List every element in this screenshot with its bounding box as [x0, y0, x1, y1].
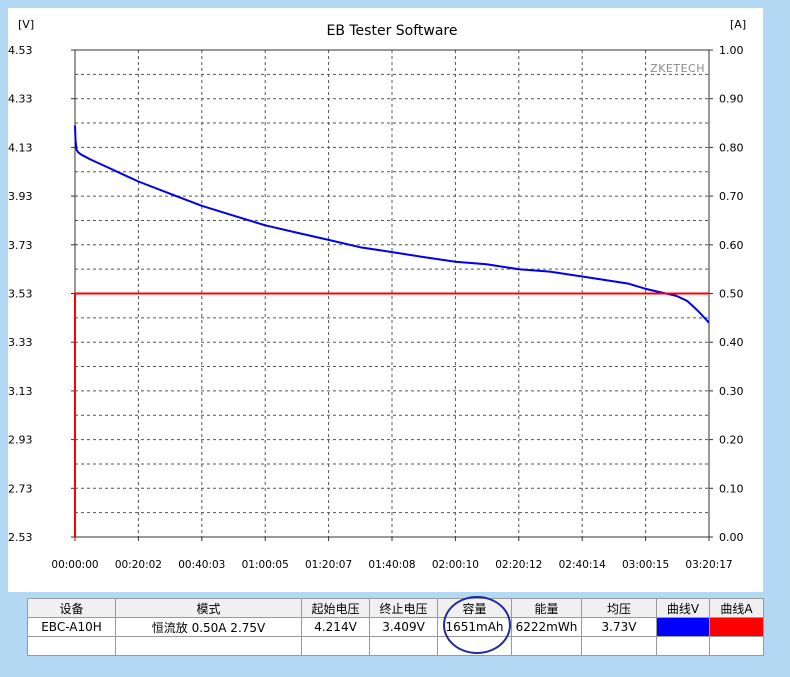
chart-area: EB Tester Software [V] [A] 2.53 2.73 2.93 3.13… [8, 18, 746, 571]
y-right-tick-label: 0.30 [719, 385, 744, 398]
empty-cell [301, 636, 370, 656]
x-tick-label: 02:20:12 [495, 559, 542, 571]
y-left-tick-label: 3.93 [8, 190, 33, 203]
cell-energy: 6222mWh [511, 617, 582, 637]
y-left-tick-label: 3.33 [8, 336, 33, 349]
voltage-series-line [74, 125, 710, 324]
capacity-highlight-circle [443, 596, 511, 654]
cell-curve-v-color[interactable] [656, 617, 710, 637]
table-empty-row [27, 636, 764, 656]
y-right-unit-label: [A] [730, 18, 746, 31]
stats-table: 设备 模式 起始电压 终止电压 容量 能量 均压 曲线V 曲线A EBC-A10… [27, 598, 764, 656]
x-tick-label: 02:40:14 [559, 559, 606, 571]
y-right-tick-label: 0.00 [719, 531, 744, 544]
table-header-row: 设备 模式 起始电压 终止电压 容量 能量 均压 曲线V 曲线A [27, 598, 764, 618]
empty-cell [27, 636, 116, 656]
header-curve-a: 曲线A [709, 598, 764, 618]
y-left-tick-label: 3.73 [8, 239, 33, 252]
y-left-tick-label: 4.33 [8, 93, 33, 106]
x-tick-label: 02:00:10 [432, 559, 479, 571]
x-tick-label: 01:20:07 [305, 559, 352, 571]
y-left-tick-label: 4.53 [8, 44, 33, 57]
y-left-tick-label: 3.13 [8, 385, 33, 398]
current-series-line [74, 292, 709, 537]
y-left-tick-label: 2.93 [8, 434, 33, 447]
y-right-tick-label: 0.70 [719, 190, 744, 203]
stats-table-wrapper: 设备 模式 起始电压 终止电压 容量 能量 均压 曲线V 曲线A EBC-A10… [27, 598, 764, 656]
x-tick-label: 01:40:08 [368, 559, 415, 571]
x-tick-label: 03:20:17 [685, 559, 732, 571]
x-tick-label: 00:20:02 [115, 559, 162, 571]
y-right-tick-label: 0.40 [719, 336, 744, 349]
watermark-label: ZKETECH [650, 62, 705, 75]
y-left-tick-label: 3.53 [8, 288, 33, 301]
cell-device: EBC-A10H [27, 617, 116, 637]
x-tick-label: 01:00:05 [242, 559, 289, 571]
y-left-tick-label: 2.73 [8, 482, 33, 495]
y-right-tick-label: 0.90 [719, 93, 744, 106]
empty-cell [709, 636, 764, 656]
y-left-tick-label: 4.13 [8, 141, 33, 154]
header-start-voltage: 起始电压 [301, 598, 370, 618]
empty-cell [581, 636, 657, 656]
y-right-tick-label: 0.10 [719, 482, 744, 495]
chart-panel: EB Tester Software [V] [A] 2.53 2.73 2.93 3.13… [8, 8, 763, 592]
empty-cell [369, 636, 438, 656]
header-avg-voltage: 均压 [581, 598, 657, 618]
header-device: 设备 [27, 598, 116, 618]
cell-mode: 恒流放 0.50A 2.75V [115, 617, 302, 637]
y-right-tick-label: 0.80 [719, 141, 744, 154]
cell-start-voltage: 4.214V [301, 617, 370, 637]
y-right-tick-label: 0.50 [719, 288, 744, 301]
header-curve-v: 曲线V [656, 598, 710, 618]
x-tick-label: 00:40:03 [178, 559, 225, 571]
chart-title: EB Tester Software [326, 23, 457, 39]
y-right-tick-label: 1.00 [719, 44, 744, 57]
y-right-tick-label: 0.20 [719, 434, 744, 447]
cell-curve-a-color[interactable] [709, 617, 764, 637]
x-tick-label: 00:00:00 [51, 559, 98, 571]
table-row: EBC-A10H 恒流放 0.50A 2.75V 4.214V 3.409V 1… [27, 617, 764, 637]
y-left-unit-label: [V] [18, 18, 34, 31]
y-right-tick-label: 0.60 [719, 239, 744, 252]
header-end-voltage: 终止电压 [369, 598, 438, 618]
y-left-tick-label: 2.53 [8, 531, 33, 544]
x-tick-label: 03:00:15 [622, 559, 669, 571]
empty-cell [511, 636, 582, 656]
empty-cell [656, 636, 710, 656]
header-mode: 模式 [115, 598, 302, 618]
cell-avg-voltage: 3.73V [581, 617, 657, 637]
cell-end-voltage: 3.409V [369, 617, 438, 637]
empty-cell [115, 636, 302, 656]
header-energy: 能量 [511, 598, 582, 618]
